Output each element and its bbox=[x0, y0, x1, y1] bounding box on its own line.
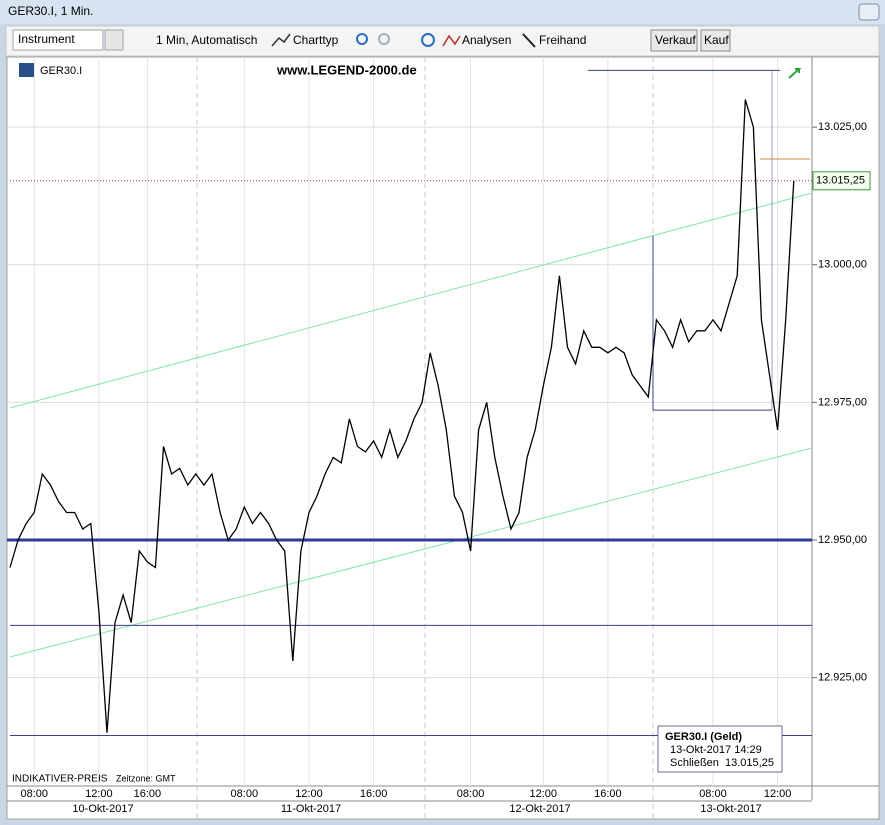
instrument-placeholder: Instrument bbox=[18, 32, 75, 46]
freihand-dropdown[interactable]: Freihand bbox=[539, 33, 586, 47]
plot bbox=[7, 69, 812, 736]
instrument-icon bbox=[19, 63, 34, 77]
tooltip-close-label: Schließen bbox=[670, 757, 719, 769]
close-button[interactable] bbox=[858, 3, 880, 21]
x-tick-label: 08:00 bbox=[457, 788, 485, 800]
last-price-box bbox=[812, 171, 871, 191]
x-tick-label: 12:00 bbox=[764, 788, 792, 800]
tooltip-box bbox=[657, 725, 783, 773]
y-tick-label: 12.925,00 bbox=[818, 672, 867, 684]
y-tick-label: 12.975,00 bbox=[818, 396, 867, 408]
tooltip-close: 13.015,25 bbox=[725, 757, 774, 769]
instrument-input[interactable] bbox=[12, 29, 104, 51]
sell-label: Verkauf bbox=[655, 33, 696, 47]
x-tick-label: 12:00 bbox=[530, 788, 558, 800]
title-bar bbox=[0, 0, 885, 24]
price-type: INDIKATIVER-PREIS bbox=[12, 774, 108, 785]
last-price-label: 13.015,25 bbox=[816, 175, 865, 187]
x-tick-label: 12:00 bbox=[295, 788, 323, 800]
day-label: 10-Okt-2017 bbox=[72, 803, 133, 815]
watermark: www.LEGEND-2000.de bbox=[276, 62, 417, 77]
day-label: 12-Okt-2017 bbox=[509, 803, 570, 815]
y-tick-label: 12.950,00 bbox=[818, 534, 867, 546]
buy-label: Kauf bbox=[704, 33, 729, 47]
charttype-dropdown[interactable]: Charttyp bbox=[293, 33, 339, 47]
tooltip-date: 13-Okt-2017 14:29 bbox=[670, 744, 762, 756]
buy-button[interactable] bbox=[700, 29, 731, 52]
tooltip-title: GER30.I (Geld) bbox=[665, 731, 742, 743]
chart-panel bbox=[6, 56, 880, 820]
instrument-button[interactable] bbox=[104, 29, 124, 51]
trend-arrow bbox=[788, 68, 802, 79]
x-tick-label: 08:00 bbox=[20, 788, 48, 800]
y-tick-label: 13.000,00 bbox=[818, 259, 867, 271]
x-tick-label: 08:00 bbox=[699, 788, 727, 800]
x-tick-label: 16:00 bbox=[360, 788, 388, 800]
day-label: 13-Okt-2017 bbox=[700, 803, 761, 815]
analysen-icon bbox=[442, 34, 461, 47]
sell-button[interactable] bbox=[650, 29, 698, 52]
timezone: Zeitzone: GMT bbox=[116, 773, 176, 783]
x-tick-label: 12:00 bbox=[85, 788, 113, 800]
freehand-icon bbox=[522, 33, 536, 48]
x-tick-label: 08:00 bbox=[231, 788, 259, 800]
channel-line-upper bbox=[9, 192, 813, 409]
instrument-label[interactable]: GER30.I bbox=[40, 65, 82, 77]
toolbar bbox=[5, 25, 880, 57]
y-tick-label: 13.025,00 bbox=[818, 121, 867, 133]
zoom-in[interactable] bbox=[356, 33, 368, 45]
refresh[interactable] bbox=[421, 33, 435, 47]
zoom-out[interactable] bbox=[378, 33, 390, 45]
charttype-icon bbox=[271, 33, 291, 47]
x-tick-label: 16:00 bbox=[134, 788, 162, 800]
day-label: 11-Okt-2017 bbox=[281, 803, 341, 815]
window-title: GER30.I, 1 Min. bbox=[8, 4, 93, 18]
channel-line-lower bbox=[9, 447, 813, 658]
analysen-dropdown[interactable]: Analysen bbox=[462, 33, 511, 47]
price-line bbox=[9, 99, 795, 733]
period-dropdown[interactable]: 1 Min, Automatisch bbox=[156, 33, 257, 47]
x-tick-label: 16:00 bbox=[594, 788, 622, 800]
